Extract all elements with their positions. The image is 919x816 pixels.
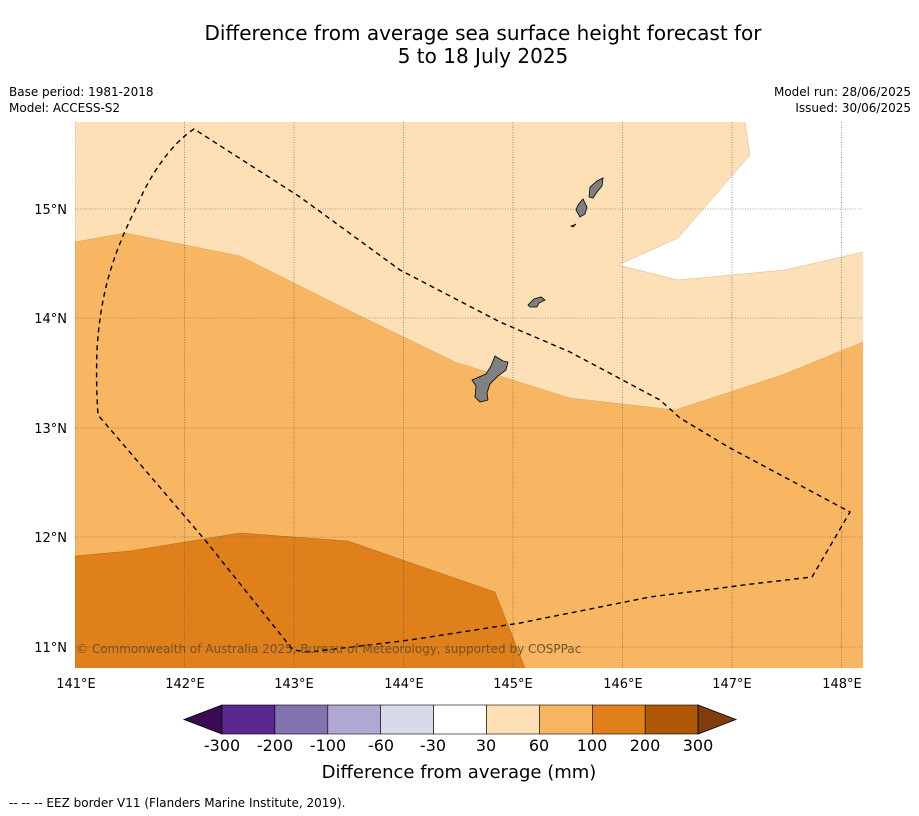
cbar-tick-label: -300: [204, 736, 240, 755]
gridlines: [75, 122, 863, 668]
colorbar-ticks: -300 -200 -100 -60 -30 30 60 100 200 300: [204, 736, 713, 755]
chart-title: Difference from average sea surface heig…: [0, 22, 919, 68]
map-area: © Commonwealth of Australia 2025, Bureau…: [75, 122, 863, 668]
anomaly-band-100-200: [75, 533, 525, 668]
lon-label-141: 141°E: [56, 677, 96, 692]
cbar-tick-label: -100: [310, 736, 346, 755]
anomaly-band-30-60: [75, 122, 863, 410]
map-figure: © Commonwealth of Australia 2025, Bureau…: [34, 122, 863, 783]
copyright-note: © Commonwealth of Australia 2025, Bureau…: [76, 642, 581, 656]
lat-label-12: 12°N: [34, 531, 67, 546]
lon-label-144: 144°E: [384, 677, 424, 692]
anomaly-band-neutral: [618, 122, 863, 280]
issued-date: Issued: 30/06/2025: [795, 101, 911, 115]
cbar-tick-label: -30: [420, 736, 446, 755]
lat-label-15: 15°N: [34, 203, 67, 218]
colorbar-swatch: [380, 704, 434, 735]
colorbar-swatch: [486, 704, 540, 735]
island-saipan: [588, 177, 604, 199]
colorbar-swatch: [327, 704, 381, 735]
lat-label-11: 11°N: [34, 641, 67, 656]
island-rota: [527, 296, 546, 308]
meta-left: Base period: 1981-2018 Model: ACCESS-S2: [9, 84, 154, 116]
colorbar-swatch: [539, 704, 593, 735]
colorbar-title: Difference from average (mm): [322, 762, 597, 783]
title-line-1: Difference from average sea surface heig…: [204, 21, 762, 45]
base-period: Base period: 1981-2018: [9, 85, 154, 99]
colorbar-arrow-high: [697, 704, 738, 735]
lat-label-13: 13°N: [34, 422, 67, 437]
islands: [471, 177, 604, 403]
title-line-2: 5 to 18 July 2025: [397, 44, 569, 68]
model-name: Model: ACCESS-S2: [9, 101, 121, 115]
colorbar-swatch: [644, 704, 699, 735]
eez-border: [95, 128, 851, 653]
lon-label-148: 148°E: [822, 677, 862, 692]
colorbar-arrow-low: [182, 704, 223, 735]
island-guam: [471, 355, 509, 403]
cbar-tick-label: 300: [683, 736, 714, 755]
eez-footnote: -- -- -- EEZ border V11 (Flanders Marine…: [9, 796, 346, 810]
cbar-tick-label: 100: [577, 736, 608, 755]
colorbar-swatch: [221, 704, 276, 735]
cbar-tick-label: -200: [257, 736, 293, 755]
island-tinian: [575, 198, 588, 218]
lon-label-147: 147°E: [712, 677, 752, 692]
colorbar-swatch: [591, 704, 646, 735]
colorbar-swatch: [274, 704, 329, 735]
lat-label-14: 14°N: [34, 312, 67, 327]
lon-label-146: 146°E: [603, 677, 643, 692]
latitude-labels: 15°N 14°N 13°N 12°N 11°N: [34, 203, 67, 656]
lon-label-142: 142°E: [165, 677, 205, 692]
island-aguijan: [569, 223, 577, 228]
colorbar: [182, 704, 738, 735]
cbar-tick-label: 200: [630, 736, 661, 755]
colorbar-swatch: [433, 704, 487, 735]
meta-right: Model run: 28/06/2025 Issued: 30/06/2025: [774, 84, 911, 116]
lon-label-145: 145°E: [493, 677, 533, 692]
cbar-tick-label: 60: [529, 736, 549, 755]
longitude-labels: 141°E 142°E 143°E 144°E 145°E 146°E 147°…: [56, 677, 862, 692]
lon-label-143: 143°E: [274, 677, 314, 692]
cbar-tick-label: -60: [368, 736, 394, 755]
model-run: Model run: 28/06/2025: [773, 85, 911, 99]
cbar-tick-label: 30: [476, 736, 496, 755]
